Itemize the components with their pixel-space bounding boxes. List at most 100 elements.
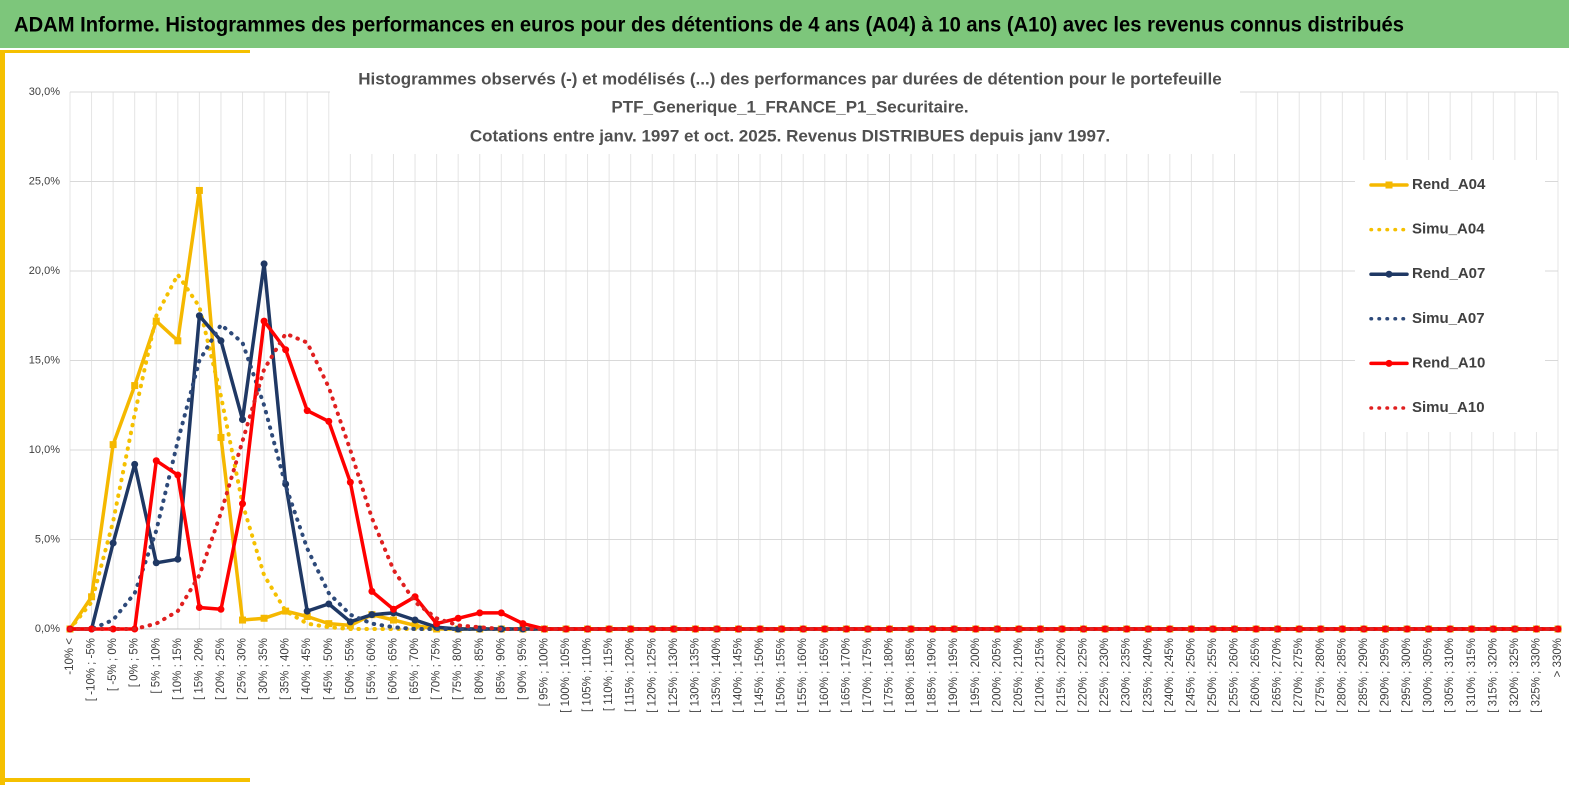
x-tick-label: [ 225% ; 230%	[1099, 638, 1111, 713]
x-tick-label: > 330%	[1552, 638, 1564, 677]
marker	[282, 346, 290, 354]
x-tick-label: [ 195% ; 200%	[970, 638, 982, 713]
marker	[109, 539, 117, 547]
marker	[325, 417, 333, 425]
marker	[303, 612, 311, 620]
marker	[217, 337, 225, 345]
chart-title: Cotations entre janv. 1997 et oct. 2025.…	[470, 126, 1110, 145]
x-tick-label: [ 235% ; 240%	[1142, 638, 1154, 713]
y-tick-label: 5,0%	[35, 533, 60, 545]
marker	[109, 441, 117, 449]
x-tick-label: [ 175% ; 180%	[884, 638, 896, 713]
marker	[476, 609, 484, 617]
y-tick-label: 20,0%	[29, 265, 60, 277]
x-tick-label: [ 135% ; 140%	[711, 638, 723, 713]
header-bar	[0, 0, 1569, 48]
y-tick-label: 30,0%	[29, 86, 60, 98]
series-line	[68, 188, 1560, 631]
y-tick-label: 10,0%	[29, 444, 60, 456]
marker	[195, 604, 203, 612]
x-tick-label: [ 315% ; 320%	[1487, 638, 1499, 713]
legend-background	[1355, 160, 1545, 432]
marker	[131, 460, 139, 468]
y-tick-label: 25,0%	[29, 175, 60, 187]
marker	[195, 312, 203, 320]
legend-label: Simu_A07	[1412, 310, 1485, 327]
title-background	[330, 64, 1240, 154]
x-tick-label: [ 300% ; 305%	[1423, 638, 1435, 713]
legend-label: Rend_A07	[1412, 265, 1485, 282]
page-title: ADAM Informe. Histogrammes des performan…	[14, 14, 1404, 37]
marker	[389, 616, 397, 624]
x-tick-label: [ 45% ; 50%	[323, 638, 335, 700]
legend-marker	[1385, 359, 1393, 367]
marker	[303, 607, 311, 615]
x-tick-label: [ 140% ; 145%	[733, 638, 745, 713]
x-tick-label: [ 50% ; 55%	[344, 638, 356, 700]
x-tick-label: [ 215% ; 220%	[1056, 638, 1068, 713]
x-tick-label: [ 100% ; 105%	[560, 638, 572, 713]
x-tick-label: [ 170% ; 175%	[862, 638, 874, 713]
marker	[1187, 625, 1195, 633]
marker	[756, 625, 764, 633]
x-tick-label: [ 95% ; 100%	[538, 638, 550, 706]
marker	[433, 620, 441, 628]
marker	[1252, 625, 1260, 633]
chart-title: PTF_Generique_1_FRANCE_P1_Securitaire.	[611, 97, 968, 116]
marker	[303, 407, 311, 415]
x-tick-label: [ 85% ; 90%	[495, 638, 507, 700]
marker	[260, 317, 268, 325]
marker	[174, 471, 182, 479]
x-tick-label: [ 220% ; 225%	[1078, 638, 1090, 713]
marker	[174, 337, 182, 345]
x-tick-label: [ 305% ; 310%	[1444, 638, 1456, 713]
series-line	[68, 319, 1560, 631]
x-tick-label: [ 295% ; 300%	[1401, 638, 1413, 713]
marker	[389, 605, 397, 613]
marker	[454, 614, 462, 622]
x-tick-label: [ 15% ; 20%	[193, 638, 205, 700]
marker	[152, 559, 160, 567]
series-line	[68, 272, 1560, 631]
marker	[411, 616, 419, 624]
marker	[195, 186, 203, 194]
marker	[907, 625, 915, 633]
marker	[540, 625, 548, 633]
x-tick-label: [ 75% ; 80%	[452, 638, 464, 700]
x-tick-label: [ 40% ; 45%	[301, 638, 313, 700]
marker	[972, 625, 980, 633]
marker	[325, 620, 333, 628]
x-tick-label: [ 125% ; 130%	[668, 638, 680, 713]
series-line	[68, 331, 1560, 631]
x-tick-label: [ 245% ; 250%	[1185, 638, 1197, 713]
x-tick-label: [ 280% ; 285%	[1336, 638, 1348, 713]
marker	[239, 416, 247, 424]
accent	[0, 50, 250, 53]
marker	[217, 433, 225, 441]
marker	[260, 260, 268, 268]
x-tick-label: [ 105% ; 110%	[582, 638, 594, 712]
x-tick-label: [ 30% ; 35%	[258, 638, 270, 700]
marker	[174, 555, 182, 563]
marker	[346, 478, 354, 486]
x-tick-label: [ 80% ; 85%	[474, 638, 486, 700]
marker	[239, 500, 247, 508]
x-tick-label: [ 230% ; 235%	[1121, 638, 1133, 713]
x-tick-label: [ 0% ; 5%	[129, 638, 141, 687]
x-tick-label: [ 145% ; 150%	[754, 638, 766, 713]
marker	[1036, 625, 1044, 633]
x-tick-label: -10% <	[64, 638, 76, 675]
x-tick-label: [ 25% ; 30%	[237, 638, 249, 700]
x-tick-label: [ 150% ; 155%	[776, 638, 788, 713]
x-tick-label: [ 200% ; 205%	[991, 638, 1003, 713]
x-tick-label: [ 320% ; 325%	[1509, 638, 1521, 713]
x-tick-label: [ 115% ; 120%	[625, 638, 637, 712]
x-tick-label: [ 310% ; 315%	[1466, 638, 1478, 713]
x-tick-label: [ 65% ; 70%	[409, 638, 421, 700]
x-tick-label: [ 290% ; 295%	[1380, 638, 1392, 713]
x-tick-label: [ 20% ; 25%	[215, 638, 227, 700]
x-tick-label: [ 70% ; 75%	[431, 638, 443, 700]
marker	[239, 616, 247, 624]
marker	[152, 317, 160, 325]
x-tick-label: [ 35% ; 40%	[280, 638, 292, 700]
